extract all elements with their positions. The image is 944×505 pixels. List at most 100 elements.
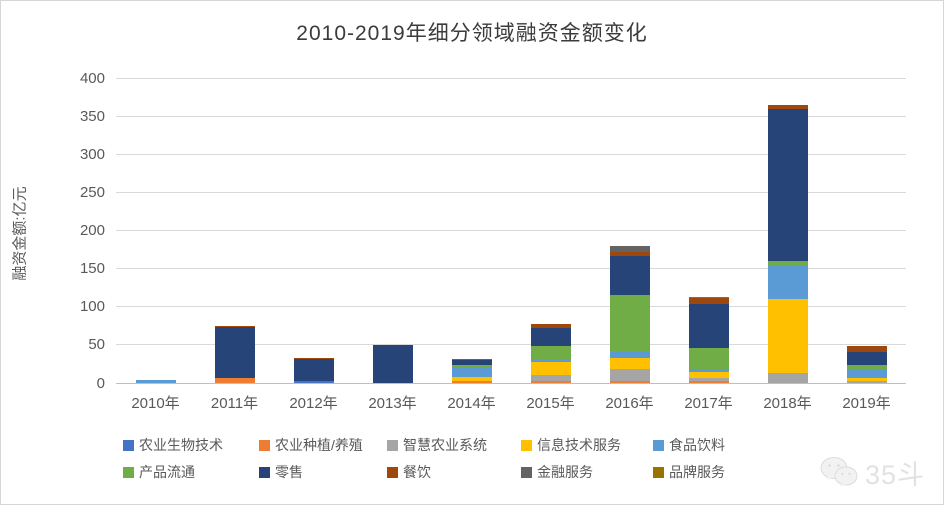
bar-segment-2014年-金融服务 (451, 359, 492, 361)
bar-segment-2018年-信息技术服务 (767, 299, 808, 374)
gridline-y-250 (116, 191, 906, 193)
x-tick-label-2: 2011年 (210, 395, 259, 412)
gridline-y-0 (116, 382, 906, 384)
x-tick-label-10: 2019年 (842, 395, 891, 412)
x-tick-label-9: 2018年 (763, 395, 812, 412)
bar-segment-2019年-餐饮 (846, 346, 887, 352)
bar-segment-2016年-餐饮 (609, 251, 650, 257)
bar-segment-2016年-零售 (609, 256, 650, 295)
y-tick-label-200: 200 (79, 222, 105, 239)
legend-swatch-icon (521, 439, 532, 451)
bar-segment-2019年-信息技术服务 (846, 378, 887, 381)
bar-segment-2017年-信息技术服务 (688, 371, 729, 379)
gridline-y-400 (116, 77, 906, 79)
legend-label: 农业生物技术 (139, 437, 223, 453)
gridline-y-50 (116, 344, 906, 346)
bar-segment-2014年-食品饮料 (451, 367, 492, 377)
bar-segment-2018年-餐饮 (767, 104, 808, 109)
y-tick-label-100: 100 (79, 298, 105, 316)
x-tick-label-6: 2015年 (526, 395, 575, 412)
legend-item-智慧农业系统: 智慧农业系统 (387, 435, 521, 455)
bar-segment-2016年-产品流通 (609, 294, 650, 352)
bar-segment-2019年-智慧农业系统 (846, 380, 887, 383)
x-tick-label-3: 2012年 (289, 395, 338, 412)
legend-item-餐饮: 餐饮 (387, 462, 521, 482)
bar-segment-2015年-食品饮料 (530, 360, 571, 362)
y-tick-label-250: 250 (79, 183, 105, 201)
y-axis-title: 融资金额:亿元 (11, 186, 29, 281)
legend-item-食品饮料: 食品饮料 (653, 435, 773, 455)
bar-segment-2016年-信息技术服务 (609, 357, 650, 370)
bar-segment-2019年-食品饮料 (846, 369, 887, 379)
bar-segment-2018年-产品流通 (767, 261, 808, 265)
bar-segment-2014年-零售 (451, 360, 492, 366)
legend-swatch-icon (521, 466, 532, 478)
watermark-text: 35斗 (864, 460, 925, 490)
legend: 农业生物技术 农业种植/养殖 智慧农业系统 信息技术服务 食品饮料产品流通 零售 餐饮 金融服… (123, 435, 823, 482)
bar-segment-2016年-智慧农业系统 (609, 369, 650, 381)
plot-area (116, 77, 906, 384)
legend-item-农业种植/养殖: 农业种植/养殖 (259, 435, 387, 455)
legend-swatch-icon (259, 439, 270, 451)
legend-swatch-icon (653, 466, 664, 478)
legend-swatch-icon (653, 439, 664, 451)
y-tick-label-50: 50 (88, 336, 105, 354)
legend-swatch-icon (387, 439, 398, 451)
chart-title: 2010-2019年细分领域融资金额变化 (296, 22, 648, 45)
bar-segment-2012年-零售 (293, 359, 334, 382)
legend-label: 食品饮料 (669, 437, 725, 453)
legend-item-农业生物技术: 农业生物技术 (123, 435, 259, 455)
gridline-y-300 (116, 153, 906, 155)
y-tick-label-400: 400 (79, 69, 105, 87)
gridline-y-200 (116, 230, 906, 231)
bar-segment-2013年-零售 (372, 344, 413, 383)
bar-segment-2016年-金融服务 (609, 245, 650, 252)
y-tick-label-0: 0 (96, 374, 105, 392)
y-tick-label-150: 150 (79, 260, 105, 278)
legend-swatch-icon (387, 466, 398, 478)
bar-segment-2015年-零售 (530, 328, 571, 347)
x-tick-label-7: 2016年 (605, 395, 654, 412)
gridline-y-150 (116, 268, 906, 270)
legend-swatch-icon (259, 466, 270, 478)
bar-segment-2015年-信息技术服务 (530, 361, 571, 376)
bar-segment-2017年-品牌服务 (688, 296, 729, 299)
bar-segment-2017年-智慧农业系统 (688, 378, 729, 381)
legend-label: 品牌服务 (669, 464, 725, 480)
legend-label: 金融服务 (537, 464, 593, 480)
gridline-y-100 (116, 306, 906, 308)
y-tick-label-300: 300 (79, 145, 105, 163)
bar-segment-2015年-农业种植/养殖 (530, 380, 571, 383)
watermark: 35斗 (819, 453, 925, 492)
x-tick-label-8: 2017年 (684, 395, 733, 412)
legend-label: 信息技术服务 (537, 437, 621, 453)
x-tick-label-4: 2013年 (368, 395, 417, 412)
legend-label: 零售 (275, 464, 303, 480)
wechat-logo-icon (820, 457, 858, 487)
legend-label: 产品流通 (139, 464, 195, 480)
bar-segment-2017年-食品饮料 (688, 368, 729, 372)
bar-segment-2017年-产品流通 (688, 347, 729, 369)
bar-segment-2019年-产品流通 (846, 365, 887, 370)
x-tick-label-5: 2014年 (447, 395, 496, 412)
legend-label: 餐饮 (403, 464, 431, 480)
bar-segment-2018年-零售 (767, 108, 808, 261)
legend-item-产品流通: 产品流通 (123, 462, 259, 482)
bar-segment-2011年-餐饮 (214, 325, 255, 328)
bar-segment-2017年-零售 (688, 303, 729, 348)
bar-segment-2012年-餐饮 (293, 357, 334, 360)
y-tick-label-350: 350 (79, 107, 105, 125)
x-tick-label-1: 2010年 (131, 395, 180, 412)
bar-segment-2019年-零售 (846, 351, 887, 366)
legend-label: 智慧农业系统 (403, 437, 487, 453)
bar-segment-2017年-农业种植/养殖 (688, 380, 729, 383)
bar-segment-2011年-农业种植/养殖 (214, 378, 255, 383)
legend-swatch-icon (123, 439, 134, 451)
bar-segment-2015年-餐饮 (530, 324, 571, 329)
bar-segment-2014年-信息技术服务 (451, 376, 492, 381)
bar-segment-2015年-智慧农业系统 (530, 375, 571, 381)
bar-segment-2018年-食品饮料 (767, 264, 808, 300)
bar-segment-2014年-产品流通 (451, 365, 492, 367)
legend-item-品牌服务: 品牌服务 (653, 462, 773, 482)
